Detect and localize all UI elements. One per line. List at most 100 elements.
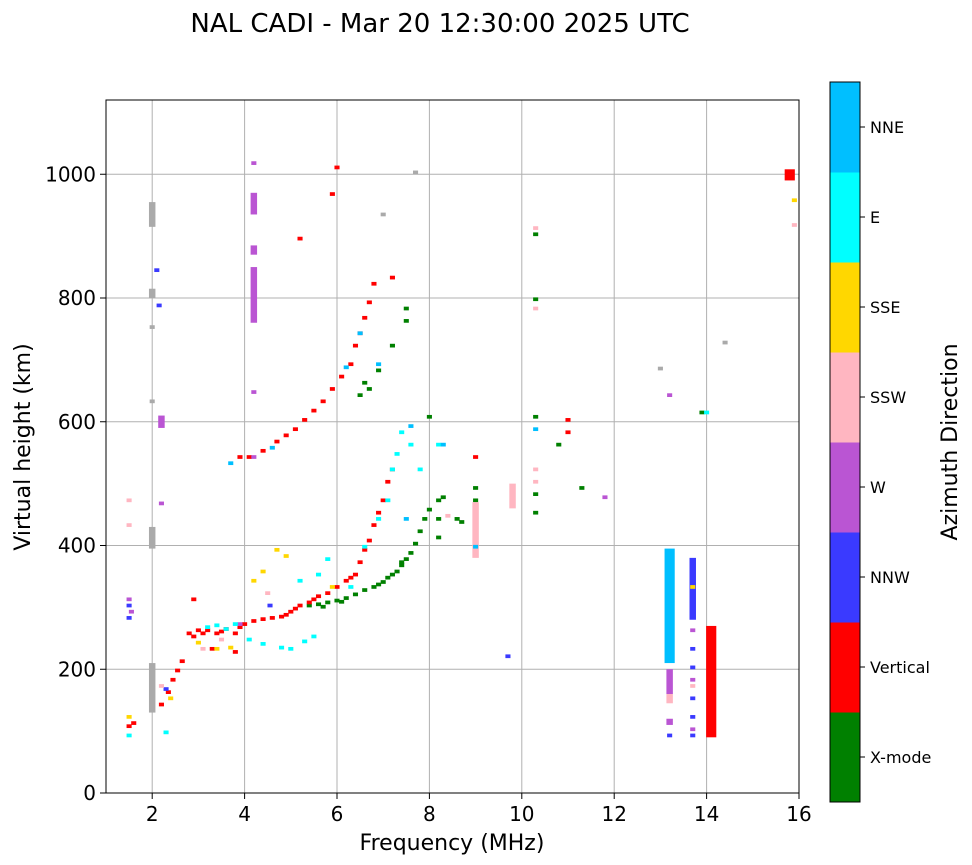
echo-point [223,627,229,631]
y-axis-label: Virtual height (km) [11,343,36,550]
echo-point [533,232,539,237]
echo-point [690,684,696,688]
echo-point [191,634,197,639]
echo-point [186,631,192,636]
echo-point [690,733,696,738]
echo-point [339,599,345,604]
echo-point [267,603,273,608]
y-tick-label: 0 [83,781,96,805]
echo-point [533,479,539,484]
echo-point [126,498,132,503]
colorbar-swatch-ssw [830,352,860,443]
colorbar-label-nne: NNE [870,118,904,137]
echo-point [283,612,289,617]
colorbar-swatch-vertical [830,622,860,713]
echo-point [472,502,479,558]
echo-point [380,498,386,503]
echo-point [148,526,156,549]
echo-point [126,603,132,608]
echo-point [149,399,155,404]
echo-point [302,418,308,422]
chart-title: NAL CADI - Mar 20 12:30:00 2025 UTC [190,9,689,39]
echo-point [362,544,368,549]
echo-point [403,306,409,311]
echo-point [533,414,539,419]
echo-point [325,591,331,595]
echo-point [362,380,368,385]
echo-point [320,604,326,609]
echo-point [148,202,156,227]
echo-point [126,715,132,719]
echo-point [362,315,368,320]
y-tick-label: 1000 [45,162,96,186]
echo-point [366,538,372,543]
echo-point [148,288,156,298]
echo-point [666,669,673,694]
echo-point [352,343,359,348]
echo-point [403,319,409,323]
echo-point [126,733,132,738]
echo-point [251,455,257,459]
echo-point [126,616,132,620]
echo-point [297,236,303,241]
echo-point [445,513,451,518]
echo-point [306,603,312,608]
echo-point [459,520,465,524]
axis-ticks: 2 4 6 8 10 12 14 16 0 200 400 600 800 1000 [45,162,812,826]
x-tick-label: 12 [601,802,626,826]
echo-point [385,479,391,484]
colorbar-swatch-e [830,172,860,263]
colorbar-label-vertical: Vertical [870,658,930,677]
echo-point [403,517,409,521]
echo-point [389,572,395,577]
echo-point [250,267,258,323]
echo-point [218,629,225,634]
echo-point [389,467,395,472]
echo-point [371,281,377,286]
echo-point [380,580,386,584]
echo-point [352,592,359,597]
echo-point [509,483,516,509]
echo-point [533,226,539,230]
echo-point [251,578,257,583]
echo-point [690,628,696,633]
colorbar-swatch-sse [830,262,860,353]
echo-point [533,467,539,472]
echo-point [320,399,326,404]
echo-point [408,424,414,428]
echo-point [399,430,405,435]
echo-point [664,548,675,664]
echo-point [242,622,248,626]
x-tick-label: 16 [786,802,811,826]
echo-point [385,498,391,503]
echo-point [699,410,705,415]
echo-point [218,637,225,642]
echo-point [352,572,359,577]
echo-point [440,442,446,447]
echo-point [579,486,585,490]
colorbar-frame [829,81,861,803]
y-tick-label: 400 [58,534,96,558]
echo-point [315,602,322,607]
echo-point [269,445,275,450]
echo-point [165,690,171,694]
echo-point [246,455,252,459]
echo-point [667,393,673,397]
echo-point [412,170,419,175]
x-tick-label: 4 [238,802,251,826]
echo-point [473,455,479,459]
echo-point [168,696,174,701]
echo-point [362,547,368,552]
echo-point [311,408,317,413]
echo-point [533,492,539,496]
echo-point [179,659,185,664]
echo-point [348,585,354,589]
echo-point [128,609,134,614]
echo-point [412,541,419,546]
echo-point [205,628,211,633]
echo-point [315,572,322,577]
echo-point [274,547,280,552]
echo-point [154,268,160,273]
echo-point [533,306,539,311]
echo-point [214,631,220,636]
